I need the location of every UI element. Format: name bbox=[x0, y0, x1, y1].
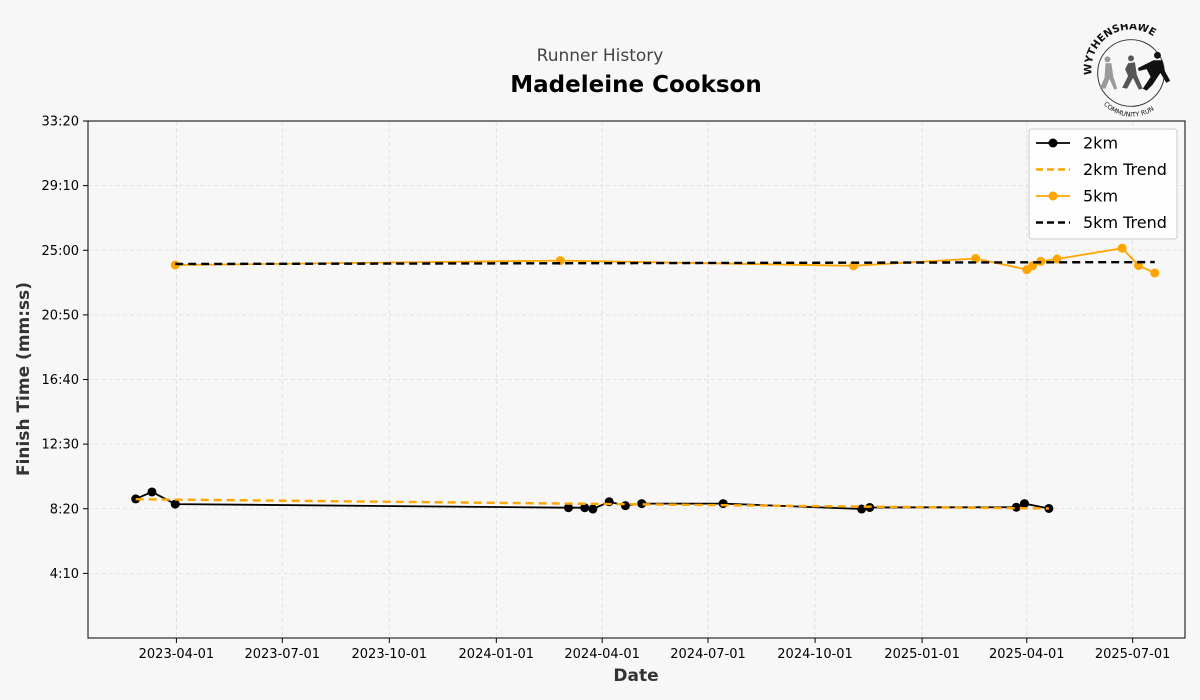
x-tick-label: 2025-01-01 bbox=[884, 647, 960, 662]
runner-icon-mid bbox=[1122, 55, 1143, 90]
x-axis-title: Date bbox=[613, 666, 658, 686]
data-point-2km bbox=[1011, 502, 1021, 512]
data-point-2km bbox=[563, 503, 573, 513]
x-tick-label: 2023-04-01 bbox=[139, 647, 215, 662]
data-point-5km bbox=[1117, 243, 1127, 253]
x-tick-label: 2024-04-01 bbox=[564, 647, 640, 662]
data-point-2km bbox=[588, 504, 598, 514]
data-point-2km bbox=[170, 499, 180, 509]
data-point-2km bbox=[147, 487, 157, 497]
runner-icon-dark bbox=[1137, 51, 1171, 91]
y-tick-label: 4:10 bbox=[50, 567, 79, 582]
ticks-layer: 4:10 8:20 12:30 16:40 20:50 25:00 29:10 33:20 20… bbox=[42, 115, 1171, 663]
data-point-2km bbox=[131, 494, 141, 504]
data-point-2km bbox=[637, 499, 647, 509]
series-layer bbox=[131, 243, 1160, 514]
x-tick-label: 2025-04-01 bbox=[989, 647, 1065, 662]
legend-marker-2km bbox=[1048, 138, 1058, 148]
x-tick-label: 2024-01-01 bbox=[459, 647, 535, 662]
x-tick-label: 2025-07-01 bbox=[1095, 647, 1171, 662]
legend-marker-5km bbox=[1048, 191, 1058, 201]
y-tick-label: 33:20 bbox=[42, 115, 79, 130]
chart-title: Madeleine Cookson bbox=[510, 72, 762, 98]
chart-supertitle: Runner History bbox=[536, 46, 664, 66]
x-tick-label: 2024-10-01 bbox=[777, 647, 853, 662]
y-tick-label: 12:30 bbox=[42, 438, 79, 453]
y-tick-label: 20:50 bbox=[42, 308, 79, 323]
runner-icon-light bbox=[1099, 56, 1118, 90]
data-point-5km bbox=[1150, 268, 1160, 278]
data-point-5km bbox=[971, 254, 981, 264]
series-line-2km-trend bbox=[135, 498, 1049, 510]
data-point-2km bbox=[620, 501, 630, 511]
series-line-5km bbox=[175, 247, 1156, 274]
y-tick-label: 25:00 bbox=[42, 244, 79, 259]
y-axis-title: Finish Time (mm:ss) bbox=[14, 282, 34, 476]
data-point-2km bbox=[718, 499, 728, 509]
legend-label-5km-trend: 5km Trend bbox=[1083, 213, 1167, 232]
legend: 2km 2km Trend 5km 5km Trend bbox=[1028, 128, 1178, 240]
x-tick-label: 2023-07-01 bbox=[244, 647, 320, 662]
x-tick-label: 2023-10-01 bbox=[352, 647, 428, 662]
y-tick-label: 16:40 bbox=[42, 373, 79, 388]
series-line-5km-trend bbox=[175, 260, 1155, 266]
legend-frame bbox=[1028, 128, 1178, 240]
y-tick-label: 8:20 bbox=[50, 502, 79, 517]
y-tick-label: 29:10 bbox=[42, 179, 79, 194]
data-point-2km bbox=[580, 503, 590, 513]
x-tick-label: 2024-07-01 bbox=[670, 647, 746, 662]
data-point-2km bbox=[1019, 499, 1029, 509]
legend-label-5km: 5km bbox=[1083, 187, 1118, 206]
grid-layer bbox=[88, 120, 1185, 638]
runners-logo: WYTHENSHAWE COMMUNITY RUN bbox=[1082, 24, 1171, 119]
legend-label-2km-trend: 2km Trend bbox=[1083, 160, 1167, 179]
legend-label-2km: 2km bbox=[1083, 134, 1118, 153]
